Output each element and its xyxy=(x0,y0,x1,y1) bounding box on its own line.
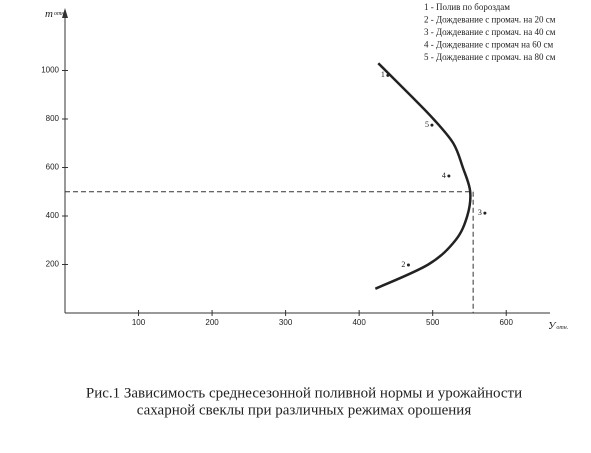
point xyxy=(447,174,451,178)
y-tick-label: 1000 xyxy=(41,66,59,75)
x-label-main: У xyxy=(548,320,557,332)
y-label-sub: отн. xyxy=(54,11,66,17)
x-tick-label: 600 xyxy=(500,318,514,327)
y-tick-label: 600 xyxy=(46,163,60,172)
x-tick-label: 500 xyxy=(426,318,440,327)
point-label: 2 xyxy=(401,260,405,269)
point-label: 4 xyxy=(442,171,446,180)
point xyxy=(430,123,434,127)
y-axis-label: mотн. xyxy=(45,8,66,20)
legend-entry: 1 - Полив по бороздам xyxy=(424,2,510,12)
legend-entry: 2 - Дождевание с промач. на 20 см xyxy=(424,15,556,25)
y-axis-arrow xyxy=(62,8,68,18)
y-tick-label: 400 xyxy=(46,211,60,220)
point xyxy=(483,211,487,215)
y-label-main: m xyxy=(45,8,53,20)
x-axis-label: Уотн. xyxy=(548,320,568,332)
y-tick-label: 800 xyxy=(46,114,60,123)
y-tick-label: 200 xyxy=(46,260,60,269)
x-tick-label: 100 xyxy=(132,318,146,327)
x-tick-label: 200 xyxy=(205,318,219,327)
point-label: 5 xyxy=(425,120,429,129)
point-label: 3 xyxy=(478,208,482,217)
legend-entry: 5 - Дождевание с промач. на 80 см xyxy=(424,52,556,62)
curve xyxy=(374,62,472,290)
point-label: 1 xyxy=(381,70,385,79)
x-label-sub: отн. xyxy=(556,325,568,331)
point xyxy=(386,73,390,77)
x-tick-label: 300 xyxy=(279,318,293,327)
legend-entry: 3 - Дождевание с промач. на 40 см xyxy=(424,27,556,37)
point xyxy=(406,263,410,267)
legend-entry: 4 - Дождевание с промач на 60 см xyxy=(424,40,553,50)
x-tick-label: 400 xyxy=(352,318,366,327)
caption: сахарной свеклы при различных режимах ор… xyxy=(137,402,472,418)
caption: Рис.1 Зависимость среднесезонной поливно… xyxy=(86,385,522,401)
